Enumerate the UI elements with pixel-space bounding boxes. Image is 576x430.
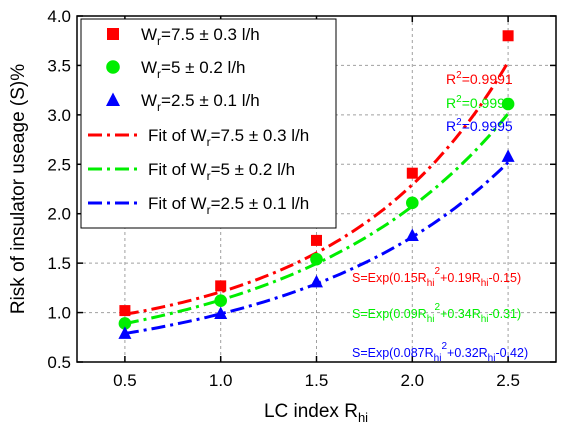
legend-marker-square — [107, 28, 119, 40]
y-tick-label: 1.5 — [47, 254, 71, 273]
r2-superscript: 2 — [456, 70, 462, 81]
legend-label-suffix: =2.5 ± 0.1 l/h — [161, 91, 260, 110]
y-axis-title: Risk of insulator useage (S)% — [8, 64, 29, 314]
equation-part: +0.19R — [440, 271, 481, 285]
data-point-square — [311, 234, 322, 246]
legend-label-sub: r — [157, 100, 161, 114]
data-point-triangle — [405, 228, 419, 241]
legend-fit-label: Fit of Wr=5 ± 0.2 l/h — [148, 160, 295, 183]
equation-part: S=Exp(0.087R — [352, 346, 434, 360]
equation-subscript: hi — [434, 353, 442, 364]
data-point-square — [119, 305, 131, 317]
equation-subscript: hi — [427, 314, 435, 325]
legend-label-sub: r — [157, 67, 161, 81]
equation-superscript: 2 — [435, 266, 441, 277]
y-tick-label: 0.5 — [47, 353, 71, 372]
equation-superscript: 2 — [435, 302, 441, 313]
y-tick-label: 4.0 — [47, 7, 71, 26]
r2-symbol: R — [446, 71, 456, 87]
equation-part: -0.15) — [489, 271, 522, 285]
x-tick-label: 1.5 — [305, 371, 329, 390]
equation-subscript: hi — [488, 353, 496, 364]
y-tick-label: 3.0 — [47, 106, 71, 125]
fit-equation: S=Exp(0.09Rhi2+0.34Rhi-0.31) — [352, 302, 521, 325]
legend-fit-suffix: =2.5 ± 0.1 l/h — [211, 194, 310, 213]
equation-part: S=Exp(0.09R — [352, 307, 427, 321]
axis-ticks: 0.5 1.0 1.5 2.0 2.5 0.5 1.0 1.5 2.0 2.5 3.0 3.5 4.0 — [47, 7, 556, 390]
y-tick-label: 2.0 — [47, 205, 71, 224]
legend-marker-triangle — [106, 92, 120, 106]
data-point-circle — [310, 252, 323, 266]
fit-equation: S=Exp(0.15Rhi2+0.19Rhi-0.15) — [352, 266, 521, 289]
data-point-triangle — [501, 149, 515, 162]
r2-superscript: 2 — [456, 117, 462, 128]
legend-label-prefix: W — [141, 58, 157, 77]
data-point-circle — [501, 97, 515, 111]
r2-label: R2=0.9994 — [446, 94, 513, 111]
legend-label-sub: r — [157, 34, 161, 48]
r2-superscript: 2 — [456, 94, 462, 105]
data-point-square — [406, 167, 418, 179]
equation-subscript: hi — [427, 278, 435, 289]
x-tick-label: 2.5 — [496, 371, 520, 390]
data-point-triangle — [118, 326, 132, 339]
equation-part: -0.31) — [489, 307, 522, 321]
r2-label: R2=0.9995 — [446, 117, 513, 134]
legend-fit-sub: r — [207, 203, 211, 217]
legend-fit-sub: r — [207, 169, 211, 183]
data-point-square — [502, 30, 514, 42]
y-tick-label: 3.5 — [47, 56, 71, 75]
equation-superscript: 2 — [441, 341, 447, 352]
equation-part: S=Exp(0.15R — [352, 271, 427, 285]
legend-fit-suffix: =5 ± 0.2 l/h — [211, 160, 295, 179]
data-point-square — [215, 280, 227, 292]
legend-fit-prefix: Fit of W — [148, 126, 207, 145]
equation-subscript: hi — [481, 278, 489, 289]
y-tick-label: 1.0 — [47, 304, 71, 323]
legend-box — [80, 18, 337, 229]
legend-label: Wr=7.5 ± 0.3 l/h — [141, 25, 260, 48]
r2-symbol: R — [446, 118, 456, 134]
legend-fit-prefix: Fit of W — [148, 160, 207, 179]
r2-value: =0.9991 — [462, 71, 513, 87]
data-point-circle — [214, 294, 227, 308]
data-point-circle — [406, 196, 419, 210]
r2-symbol: R — [446, 95, 456, 111]
legend-label: Wr=2.5 ± 0.1 l/h — [141, 91, 260, 114]
fit-equations: S=Exp(0.15Rhi2+0.19Rhi-0.15)S=Exp(0.09Rh… — [352, 266, 528, 364]
fit-equation: S=Exp(0.087Rhi2+0.32Rhi-0.42) — [352, 341, 528, 364]
r2-value: =0.9995 — [462, 118, 513, 134]
r2-value: =0.9994 — [462, 95, 513, 111]
legend-fit-label: Fit of Wr=2.5 ± 0.1 l/h — [148, 194, 309, 217]
data-points — [118, 30, 515, 339]
x-axis-title: LC index Rhi — [264, 401, 368, 425]
legend-marker-circle — [106, 60, 120, 74]
equation-part: +0.32R — [447, 346, 488, 360]
y-tick-label: 2.5 — [47, 155, 71, 174]
equation-part: -0.42) — [495, 346, 528, 360]
x-tick-label: 1.0 — [209, 371, 233, 390]
equation-part: +0.34R — [440, 307, 481, 321]
data-point-circle — [118, 317, 132, 330]
legend-label-suffix: =7.5 ± 0.3 l/h — [161, 25, 260, 44]
legend-fit-sub: r — [207, 135, 211, 149]
legend-fit-prefix: Fit of W — [148, 194, 207, 213]
data-point-triangle — [310, 274, 323, 288]
legend-fit-suffix: =7.5 ± 0.3 l/h — [211, 126, 310, 145]
x-tick-label: 2.0 — [400, 371, 424, 390]
legend-fit-label: Fit of Wr=7.5 ± 0.3 l/h — [148, 126, 309, 149]
legend-label-prefix: W — [141, 25, 157, 44]
legend-label-suffix: =5 ± 0.2 l/h — [161, 58, 245, 77]
equation-subscript: hi — [481, 314, 489, 325]
r2-label: R2=0.9991 — [446, 70, 513, 87]
legend-label: Wr=5 ± 0.2 l/h — [141, 58, 246, 81]
legend-label-prefix: W — [141, 91, 157, 110]
x-tick-label: 0.5 — [113, 371, 137, 390]
data-point-triangle — [214, 306, 228, 320]
legend: Wr=7.5 ± 0.3 l/hWr=5 ± 0.2 l/hWr=2.5 ± 0… — [80, 18, 337, 229]
